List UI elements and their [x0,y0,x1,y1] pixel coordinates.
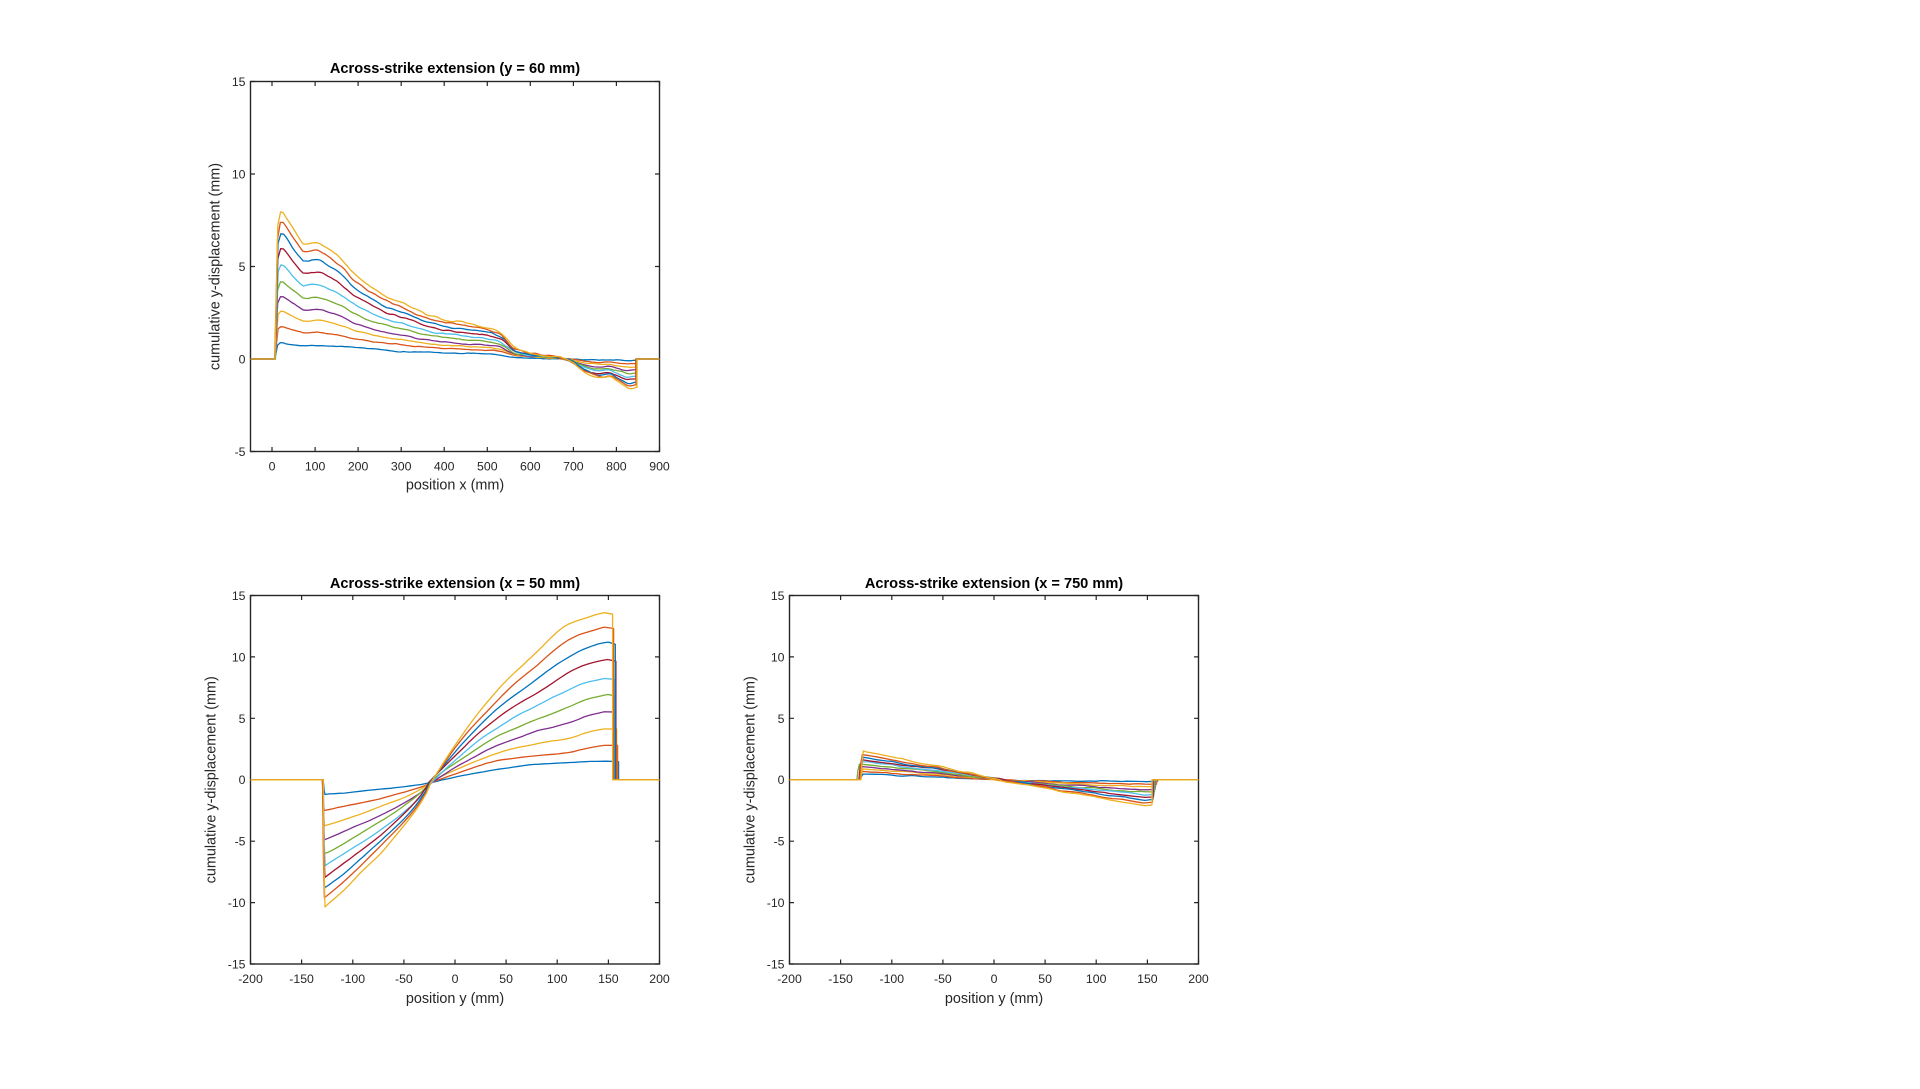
svg-text:700: 700 [563,460,584,474]
svg-text:-200: -200 [777,972,802,986]
svg-text:150: 150 [1137,972,1158,986]
svg-text:200: 200 [1188,972,1209,986]
svg-text:cumulative y-displacement (mm): cumulative y-displacement (mm) [208,163,224,370]
svg-text:200: 200 [649,972,670,986]
svg-text:200: 200 [348,460,369,474]
svg-text:-15: -15 [228,958,246,972]
svg-text:0: 0 [991,972,998,986]
svg-text:-100: -100 [879,972,904,986]
svg-text:-50: -50 [395,972,413,986]
svg-text:0: 0 [239,773,246,787]
svg-text:-5: -5 [235,835,246,849]
svg-text:-5: -5 [774,835,785,849]
svg-text:50: 50 [1038,972,1052,986]
svg-text:400: 400 [434,460,455,474]
svg-text:-150: -150 [289,972,314,986]
svg-text:800: 800 [606,460,627,474]
svg-text:15: 15 [232,75,246,89]
svg-text:15: 15 [771,589,785,603]
svg-text:0: 0 [452,972,459,986]
svg-text:100: 100 [1086,972,1107,986]
svg-text:5: 5 [778,712,785,726]
svg-text:15: 15 [232,589,246,603]
svg-text:600: 600 [520,460,541,474]
svg-text:10: 10 [232,650,246,664]
svg-text:50: 50 [499,972,513,986]
svg-text:Across-strike extension (y = 6: Across-strike extension (y = 60 mm) [330,61,580,77]
svg-text:cumulative y-displacement (mm): cumulative y-displacement (mm) [204,676,220,883]
svg-text:0: 0 [239,353,246,367]
svg-text:10: 10 [232,168,246,182]
svg-text:-200: -200 [238,972,263,986]
svg-text:100: 100 [547,972,568,986]
svg-text:150: 150 [598,972,619,986]
svg-text:300: 300 [391,460,412,474]
svg-text:-5: -5 [235,445,246,459]
svg-text:position x (mm): position x (mm) [406,478,504,494]
svg-text:cumulative y-displacement (mm): cumulative y-displacement (mm) [743,676,759,883]
svg-text:5: 5 [239,260,246,274]
svg-text:100: 100 [305,460,326,474]
svg-text:500: 500 [477,460,498,474]
svg-text:-100: -100 [340,972,365,986]
svg-text:5: 5 [239,712,246,726]
svg-text:10: 10 [771,650,785,664]
svg-text:Across-strike extension (x = 7: Across-strike extension (x = 750 mm) [865,576,1123,592]
svg-text:position y (mm): position y (mm) [406,991,504,1007]
svg-text:-150: -150 [828,972,853,986]
svg-text:-50: -50 [934,972,952,986]
svg-text:Across-strike extension (x = 5: Across-strike extension (x = 50 mm) [330,576,580,592]
svg-text:-10: -10 [767,896,785,910]
svg-text:0: 0 [269,460,276,474]
svg-text:0: 0 [778,773,785,787]
svg-text:900: 900 [649,460,670,474]
svg-text:position y (mm): position y (mm) [945,991,1043,1007]
svg-text:-10: -10 [228,896,246,910]
svg-text:-15: -15 [767,958,785,972]
